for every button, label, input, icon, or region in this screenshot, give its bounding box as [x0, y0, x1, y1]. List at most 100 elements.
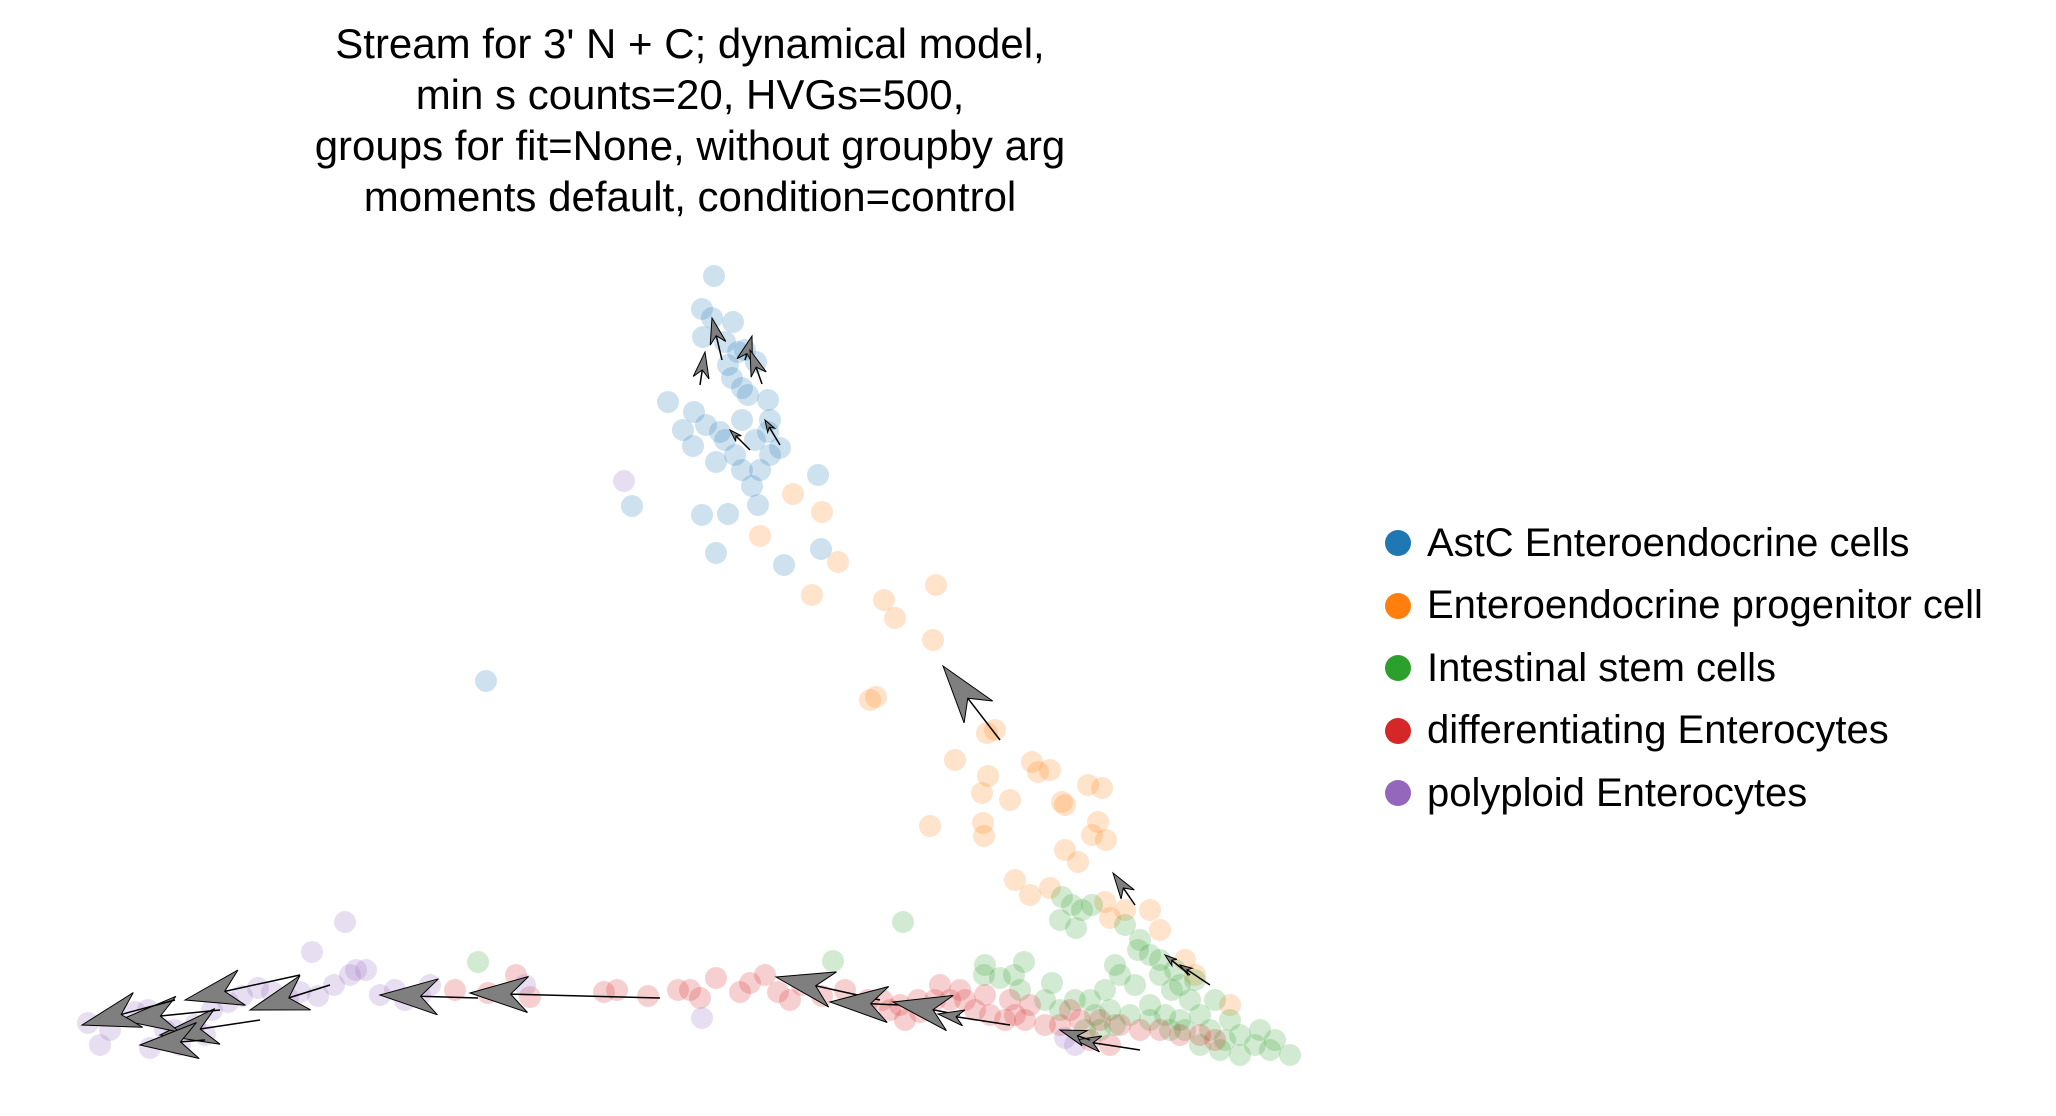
data-point	[976, 722, 998, 744]
data-point	[1174, 949, 1196, 971]
series-0	[475, 265, 832, 692]
data-point	[1071, 899, 1093, 921]
data-point	[811, 501, 833, 523]
data-point	[884, 607, 906, 629]
data-point	[519, 986, 541, 1008]
data-point	[1004, 869, 1026, 891]
data-point	[722, 311, 744, 333]
data-point	[89, 1034, 111, 1056]
data-point	[827, 551, 849, 573]
velocity-arrow-head	[891, 994, 954, 1032]
velocity-arrow-head	[80, 992, 143, 1028]
legend-marker-icon	[1385, 717, 1411, 744]
scatter-plot	[77, 265, 1301, 1066]
data-point	[749, 525, 771, 547]
data-point	[1149, 949, 1171, 971]
data-point	[1219, 1009, 1241, 1031]
legend-marker-icon	[1385, 655, 1411, 682]
legend-marker-icon	[1385, 592, 1411, 619]
data-point	[1087, 811, 1109, 833]
legend-item-enteroendocrine-progenitor: Enteroendocrine progenitor cell	[1385, 575, 1983, 638]
data-point	[1049, 999, 1071, 1021]
data-point	[691, 1007, 713, 1029]
data-point	[1219, 994, 1241, 1016]
data-point	[1027, 761, 1049, 783]
data-point	[345, 959, 367, 981]
data-point	[1074, 1019, 1096, 1041]
data-point	[1094, 979, 1116, 1001]
data-point	[1139, 1009, 1161, 1031]
data-point	[1264, 1029, 1286, 1051]
data-point	[757, 389, 779, 411]
data-point	[1189, 1034, 1211, 1056]
data-point	[919, 815, 941, 837]
velocity-arrow-shaft	[1122, 887, 1136, 906]
data-point	[1061, 894, 1083, 916]
data-point	[1094, 891, 1116, 913]
data-point	[1129, 929, 1151, 951]
data-point	[1003, 964, 1025, 986]
velocity-arrow-shaft	[1186, 969, 1211, 986]
legend: AstC Enteroendocrine cells Enteroendocri…	[1385, 512, 1983, 825]
data-point	[1169, 974, 1191, 996]
title-line-4: moments default, condition=control	[363, 173, 1017, 220]
data-point	[705, 542, 727, 564]
data-point	[691, 504, 713, 526]
velocity-arrow-shaft	[1171, 959, 1191, 976]
velocity-arrows-layer	[80, 316, 1211, 1059]
data-point	[621, 495, 643, 517]
data-point	[1149, 1019, 1171, 1041]
data-point	[973, 825, 995, 847]
data-point	[1069, 1009, 1091, 1031]
data-point	[1154, 1004, 1176, 1026]
data-point	[1049, 909, 1071, 931]
data-point	[1051, 886, 1073, 908]
data-point	[807, 464, 829, 486]
data-point	[1119, 1004, 1141, 1026]
data-point	[984, 719, 1006, 741]
legend-label: polyploid Enterocytes	[1427, 770, 1808, 815]
data-point	[994, 1009, 1016, 1031]
data-point	[1179, 989, 1201, 1011]
data-point	[1019, 884, 1041, 906]
data-point	[682, 435, 704, 457]
legend-item-intestinal-stem: Intestinal stem cells	[1385, 637, 1983, 700]
data-point	[1139, 994, 1161, 1016]
velocity-arrow-head	[1112, 871, 1135, 900]
data-point	[1095, 829, 1117, 851]
data-point	[355, 959, 377, 981]
data-point	[972, 812, 994, 834]
data-point	[1189, 1024, 1211, 1046]
data-point	[705, 451, 727, 473]
data-point	[999, 989, 1021, 1011]
data-point	[691, 298, 713, 320]
data-point	[971, 782, 993, 804]
data-point	[1199, 1019, 1221, 1041]
data-point	[1149, 919, 1171, 941]
data-point	[810, 538, 832, 560]
velocity-arrow-shaft	[224, 974, 301, 993]
data-point	[739, 972, 761, 994]
data-point	[692, 326, 714, 348]
velocity-arrow-shaft	[1077, 1035, 1091, 1041]
velocity-arrow-head	[138, 1022, 200, 1059]
legend-marker-icon	[1385, 530, 1411, 557]
series-4	[77, 470, 1086, 1059]
data-point	[1104, 1014, 1126, 1036]
data-point	[1091, 777, 1113, 799]
data-point	[323, 974, 345, 996]
data-point	[731, 459, 753, 481]
velocity-arrow-head	[1073, 1035, 1103, 1053]
velocity-arrow-shaft	[755, 366, 763, 385]
velocity-arrow-head	[1163, 954, 1178, 968]
velocity-arrow-head	[728, 428, 742, 442]
data-point	[759, 409, 781, 431]
data-point	[1279, 1044, 1301, 1066]
title-line-1: Stream for 3' N + C; dynamical model,	[335, 20, 1045, 67]
data-point	[444, 979, 466, 1001]
data-point	[865, 686, 887, 708]
data-point	[703, 265, 725, 287]
data-point	[1174, 1019, 1196, 1041]
data-point	[475, 670, 497, 692]
data-point	[1244, 1034, 1266, 1056]
